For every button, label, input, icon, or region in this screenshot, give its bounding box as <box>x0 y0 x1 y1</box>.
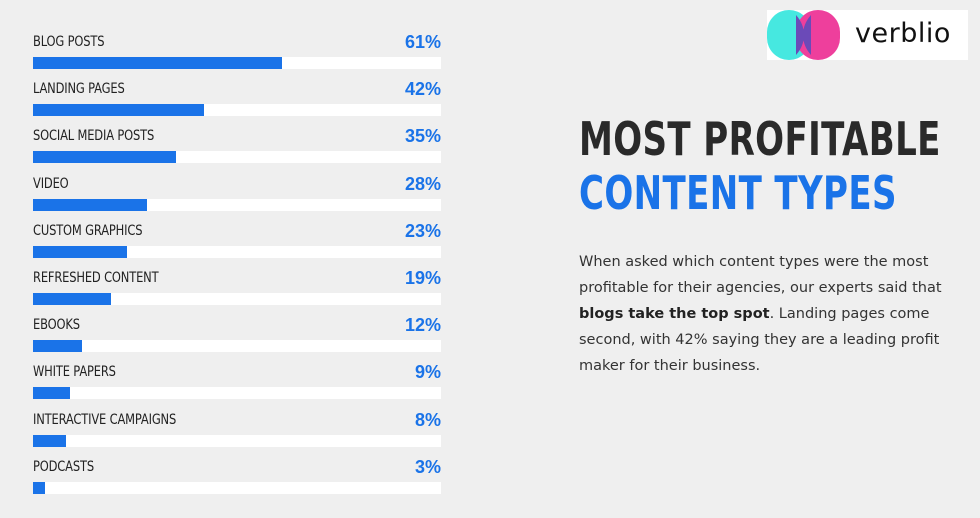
bar <box>33 151 176 163</box>
bar-track <box>33 293 441 305</box>
bar <box>33 199 147 211</box>
verblio-logo-mark-icon <box>767 10 840 60</box>
bar-value-label: 8% <box>414 410 441 430</box>
bar <box>33 340 82 352</box>
bar <box>33 246 127 258</box>
bar-value-label: 12% <box>404 315 441 335</box>
description-text-1: When asked which content types were the … <box>579 254 942 296</box>
verblio-logo: verblio <box>767 10 968 60</box>
bar-track <box>33 57 441 69</box>
bar-category-label: EBOOKS <box>33 317 80 333</box>
bar-value-label: 19% <box>404 268 441 288</box>
description-paragraph: When asked which content types were the … <box>579 249 974 379</box>
description-text-2: . Landing pages come second, with 42% sa… <box>579 306 940 374</box>
bar-row: CUSTOM GRAPHICS 23% <box>33 221 441 258</box>
bar-value-label: 28% <box>404 174 441 194</box>
bar-category-label: WHITE PAPERS <box>33 364 116 380</box>
title-line-1: MOST PROFITABLE <box>579 112 941 166</box>
bar-row: REFRESHED CONTENT 19% <box>33 268 441 305</box>
bar-row: EBOOKS 12% <box>33 315 441 352</box>
bar-category-label: REFRESHED CONTENT <box>33 270 159 286</box>
bar-value-label: 35% <box>404 126 441 146</box>
content-types-bar-chart: BLOG POSTS 61% LANDING PAGES 42% SOCIAL MEDI… <box>0 0 470 518</box>
bar-row: LANDING PAGES 42% <box>33 79 441 116</box>
bar-row: PODCASTS 3% <box>33 457 441 494</box>
bar-category-label: INTERACTIVE CAMPAIGNS <box>33 412 177 428</box>
page-title: MOST PROFITABLE CONTENT TYPES <box>579 112 941 220</box>
bar-value-label: 23% <box>404 221 441 241</box>
bar-track <box>33 246 441 258</box>
bar-value-label: 42% <box>404 79 441 99</box>
bar <box>33 482 45 494</box>
bar <box>33 387 70 399</box>
bar-category-label: BLOG POSTS <box>33 34 105 50</box>
bar-category-label: PODCASTS <box>33 459 94 475</box>
bar-track <box>33 435 441 447</box>
bar-category-label: CUSTOM GRAPHICS <box>33 223 143 239</box>
bar-track <box>33 482 441 494</box>
bar-category-label: LANDING PAGES <box>33 81 125 97</box>
logo-mark-overlap-shape-2 <box>803 15 811 55</box>
bar-row: BLOG POSTS 61% <box>33 32 441 69</box>
bar-track <box>33 387 441 399</box>
bar-value-label: 9% <box>414 362 441 382</box>
bar-value-label: 61% <box>404 32 441 52</box>
bar-row: INTERACTIVE CAMPAIGNS 8% <box>33 410 441 447</box>
bar <box>33 293 111 305</box>
bar-track <box>33 199 441 211</box>
bar <box>33 104 204 116</box>
bar-category-label: VIDEO <box>33 176 69 192</box>
description-highlight: blogs take the top spot <box>579 306 770 322</box>
bar-row: VIDEO 28% <box>33 174 441 211</box>
bar-track <box>33 151 441 163</box>
logo-wordmark: verblio <box>855 18 951 49</box>
bar-row: WHITE PAPERS 9% <box>33 362 441 399</box>
bar <box>33 57 282 69</box>
logo-mark-overlap-shape <box>796 15 804 55</box>
bar <box>33 435 66 447</box>
bar-track <box>33 340 441 352</box>
title-line-2: CONTENT TYPES <box>579 166 897 220</box>
bar-row: SOCIAL MEDIA POSTS 35% <box>33 126 441 163</box>
bar-category-label: SOCIAL MEDIA POSTS <box>33 128 155 144</box>
bar-track <box>33 104 441 116</box>
bar-value-label: 3% <box>414 457 441 477</box>
